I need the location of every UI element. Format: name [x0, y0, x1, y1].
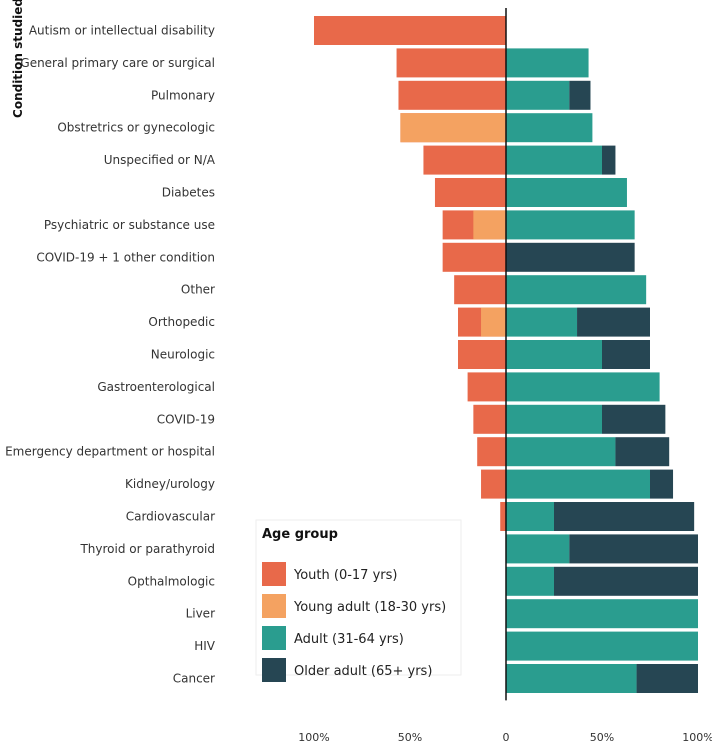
bar-cancer-adult — [506, 664, 637, 693]
bar-thyroid-or-parathyroid-older — [569, 534, 698, 564]
bar-covid-19-youth — [473, 404, 506, 434]
bar-obstretrics-or-gynecologic-adult — [506, 113, 593, 143]
bar-pulmonary-youth — [398, 80, 506, 110]
category-label-liver: Liver — [186, 607, 216, 621]
bar-emergency-department-or-hospital-adult — [506, 437, 616, 467]
category-label-obstretrics-or-gynecologic: Obstretrics or gynecologic — [57, 121, 215, 135]
legend-swatch — [262, 626, 286, 650]
category-label-thyroid-or-parathyroid: Thyroid or parathyroid — [79, 542, 215, 556]
bar-kidney-urology-older — [650, 469, 674, 499]
bar-orthopedic-older — [577, 307, 650, 337]
bar-hiv-adult — [506, 631, 698, 661]
bar-opthalmologic-adult — [506, 566, 554, 596]
legend-swatch — [262, 594, 286, 618]
bar-kidney-urology-youth — [481, 469, 506, 499]
category-label-covid-19: COVID-19 — [157, 412, 215, 426]
x-tick-label: 0 — [503, 731, 510, 744]
bar-covid-19-1-other-condition-older — [506, 242, 635, 272]
bar-general-primary-care-or-surgical-youth — [396, 48, 506, 78]
category-label-orthopedic: Orthopedic — [148, 315, 215, 329]
bar-opthalmologic-older — [554, 566, 698, 596]
legend-label: Older adult (65+ yrs) — [294, 664, 432, 679]
bar-gastroenterological-adult — [506, 372, 660, 402]
bar-psychiatric-or-substance-use-adult — [506, 210, 635, 240]
legend: Age group Youth (0-17 yrs) Young adult (1… — [255, 519, 462, 682]
bar-covid-19-1-other-condition-youth — [442, 242, 506, 272]
x-tick-label: 100% — [298, 731, 329, 744]
legend-swatch — [262, 658, 286, 682]
bar-neurologic-adult — [506, 340, 602, 369]
category-label-general-primary-care-or-surgical: General primary care or surgical — [20, 56, 215, 70]
bar-covid-19-adult — [506, 404, 602, 434]
category-label-unspecified-or-n-a: Unspecified or N/A — [104, 153, 216, 167]
category-label-cancer: Cancer — [173, 672, 215, 686]
x-tick-label: 50% — [398, 731, 422, 744]
category-label-autism-or-intellectual-disability: Autism or intellectual disability — [29, 24, 215, 38]
category-label-diabetes: Diabetes — [162, 186, 215, 200]
category-label-psychiatric-or-substance-use: Psychiatric or substance use — [44, 218, 215, 232]
bar-unspecified-or-n-a-older — [602, 145, 616, 175]
bar-other-youth — [454, 275, 506, 305]
bars-layer — [314, 16, 698, 693]
category-label-pulmonary: Pulmonary — [151, 88, 215, 102]
category-label-emergency-department-or-hospital: Emergency department or hospital — [5, 445, 215, 459]
bar-obstretrics-or-gynecologic-young — [400, 113, 506, 143]
category-label-covid-19-1-other-condition: COVID-19 + 1 other condition — [36, 250, 215, 264]
x-tick-label: 50% — [590, 731, 614, 744]
bar-general-primary-care-or-surgical-adult — [506, 48, 589, 78]
bar-diabetes-adult — [506, 178, 627, 207]
legend-label: Adult (31-64 yrs) — [294, 632, 404, 647]
bar-covid-19-older — [602, 404, 666, 434]
bar-pulmonary-older — [569, 80, 591, 110]
legend-label: Young adult (18-30 yrs) — [293, 600, 446, 615]
x-tick-label: 100% — [682, 731, 712, 744]
bar-liver-adult — [506, 599, 698, 629]
legend-box — [255, 519, 462, 676]
category-label-gastroenterological: Gastroenterological — [97, 380, 215, 394]
bar-unspecified-or-n-a-youth — [423, 145, 506, 175]
bar-kidney-urology-adult — [506, 469, 650, 499]
bar-orthopedic-adult — [506, 307, 578, 337]
category-label-other: Other — [181, 283, 215, 297]
bar-emergency-department-or-hospital-youth — [477, 437, 506, 467]
bar-autism-or-intellectual-disability-youth — [314, 16, 506, 45]
x-axis-ticks: 100% 50% 0 50% 100% — [298, 731, 712, 744]
bar-neurologic-youth — [458, 340, 506, 369]
category-labels: Autism or intellectual disability General… — [5, 24, 216, 686]
category-label-neurologic: Neurologic — [151, 348, 215, 362]
legend-items: Youth (0-17 yrs) Young adult (18-30 yrs) A… — [262, 562, 446, 682]
bar-cardiovascular-adult — [506, 502, 554, 531]
bar-other-adult — [506, 275, 647, 305]
y-axis-title: Condition studied — [11, 0, 25, 118]
category-label-cardiovascular: Cardiovascular — [126, 510, 215, 524]
bar-thyroid-or-parathyroid-adult — [506, 534, 570, 564]
bar-unspecified-or-n-a-adult — [506, 145, 602, 175]
legend-label: Youth (0-17 yrs) — [293, 568, 397, 583]
bar-psychiatric-or-substance-use-young — [473, 210, 506, 240]
legend-swatch — [262, 562, 286, 586]
bar-gastroenterological-youth — [467, 372, 506, 402]
bar-neurologic-older — [602, 340, 650, 369]
bar-diabetes-youth — [434, 178, 506, 207]
bar-cardiovascular-older — [554, 502, 695, 531]
legend-title: Age group — [262, 527, 338, 542]
bar-cardiovascular-youth — [500, 502, 506, 531]
bar-pulmonary-adult — [506, 80, 570, 110]
category-label-hiv: HIV — [194, 639, 216, 653]
bar-orthopedic-young — [481, 307, 506, 337]
category-label-kidney-urology: Kidney/urology — [125, 477, 215, 491]
category-label-opthalmologic: Opthalmologic — [128, 574, 215, 588]
bar-cancer-older — [636, 664, 698, 693]
bar-emergency-department-or-hospital-older — [615, 437, 670, 467]
